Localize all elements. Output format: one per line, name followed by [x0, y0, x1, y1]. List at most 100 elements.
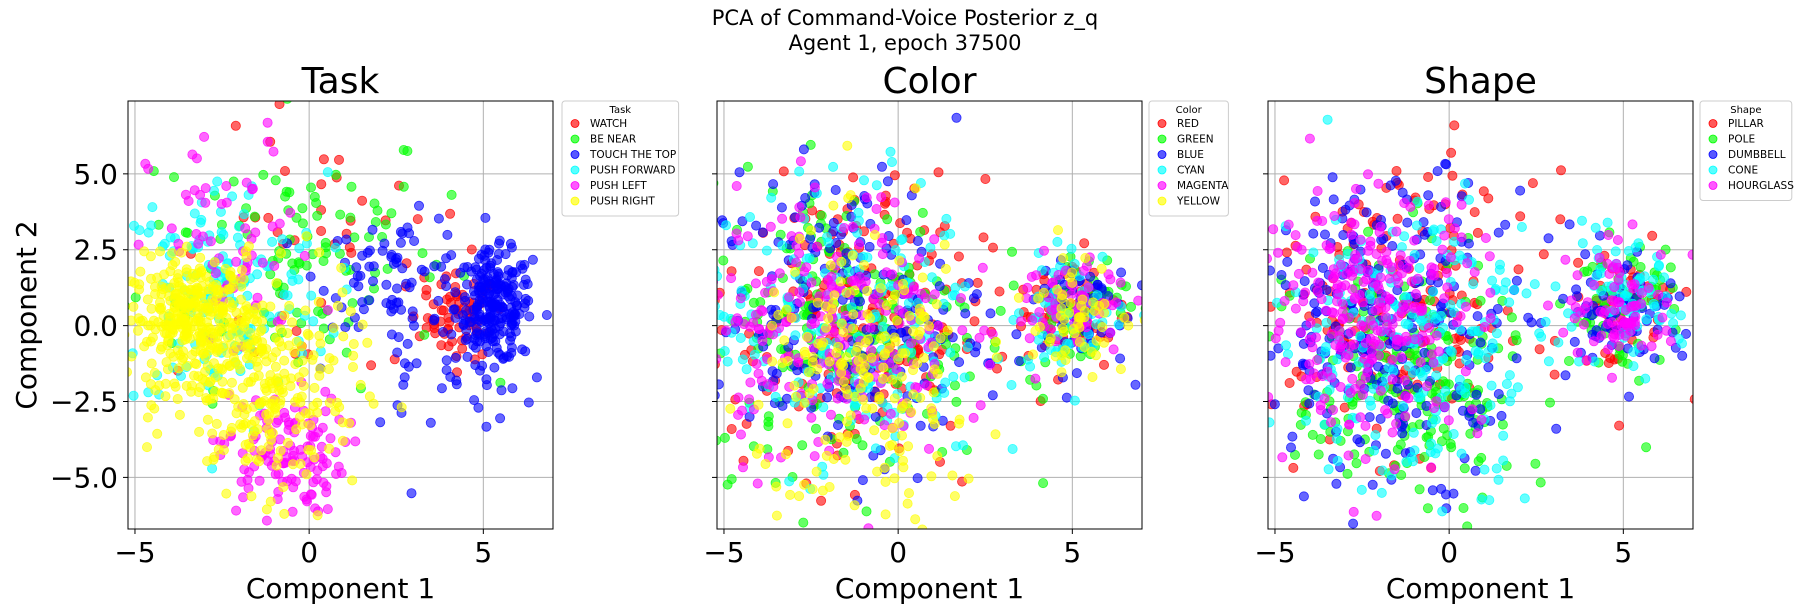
data-point	[271, 277, 282, 288]
data-point	[1417, 330, 1428, 341]
data-point	[1300, 287, 1311, 298]
data-point	[721, 220, 732, 231]
data-point	[1328, 264, 1339, 275]
data-point	[968, 412, 979, 423]
data-point	[1630, 311, 1641, 322]
data-point	[1641, 314, 1652, 325]
data-point	[1097, 322, 1108, 333]
data-point	[337, 435, 348, 446]
data-point	[1566, 321, 1577, 332]
data-point	[1256, 251, 1265, 260]
data-point	[155, 344, 166, 355]
data-point	[181, 241, 192, 252]
data-point	[602, 342, 611, 351]
data-point	[1332, 455, 1343, 466]
data-point	[1609, 329, 1620, 340]
data-point	[425, 417, 436, 428]
data-point	[747, 238, 758, 249]
legend-entry: PUSH LEFT	[590, 180, 647, 192]
data-point	[1540, 316, 1551, 327]
data-point	[1620, 330, 1631, 341]
data-point	[969, 316, 980, 327]
data-point	[808, 383, 819, 394]
data-point	[1242, 313, 1251, 322]
data-point	[918, 311, 929, 322]
data-point	[1078, 265, 1089, 276]
data-point	[1249, 291, 1258, 300]
data-point	[287, 506, 298, 517]
figure-title-line2: Agent 1, epoch 37500	[789, 31, 1022, 55]
data-point	[406, 488, 417, 499]
data-point	[1327, 172, 1338, 183]
data-point	[798, 517, 809, 528]
legend-title: Color	[1176, 105, 1203, 116]
data-point	[1641, 442, 1652, 453]
data-point	[1113, 319, 1124, 330]
data-point	[1343, 450, 1354, 461]
data-point	[761, 245, 772, 256]
data-point	[896, 235, 907, 246]
data-point	[968, 293, 979, 304]
data-point	[1277, 452, 1288, 463]
data-point	[718, 255, 729, 266]
series-touch-the-top	[281, 200, 611, 499]
data-point	[737, 354, 748, 365]
data-point	[252, 335, 263, 346]
data-point	[1369, 445, 1380, 456]
data-point	[1083, 282, 1094, 293]
data-point	[789, 380, 800, 391]
data-point	[455, 267, 466, 278]
data-point	[469, 395, 480, 406]
data-point	[1629, 300, 1640, 311]
data-point	[1343, 350, 1354, 361]
data-point	[146, 303, 157, 314]
data-point	[241, 177, 252, 188]
data-point	[812, 241, 823, 252]
data-point	[1491, 463, 1502, 474]
data-point	[823, 313, 834, 324]
data-point	[1426, 462, 1437, 473]
data-point	[1569, 313, 1580, 324]
data-point	[817, 485, 828, 496]
data-point	[466, 244, 477, 255]
data-point	[517, 263, 528, 274]
data-point	[1419, 229, 1430, 240]
y-tick-label: 2.5	[73, 234, 118, 267]
data-point	[1677, 350, 1688, 361]
data-point	[1460, 366, 1471, 377]
data-point	[742, 231, 753, 242]
data-point	[771, 481, 782, 492]
data-point	[1504, 297, 1515, 308]
data-point	[221, 312, 232, 323]
data-point	[903, 441, 914, 452]
data-point	[1282, 256, 1293, 267]
series-push-right	[128, 231, 407, 521]
data-point	[1312, 355, 1323, 366]
data-point	[926, 471, 937, 482]
legend-marker	[1157, 119, 1167, 128]
data-point	[224, 284, 235, 295]
data-point	[1480, 232, 1491, 243]
data-point	[1241, 314, 1250, 323]
data-point	[1381, 246, 1392, 257]
data-point	[1313, 277, 1324, 288]
data-point	[1250, 251, 1259, 260]
data-point	[375, 417, 386, 428]
data-point	[231, 505, 242, 516]
data-point	[1115, 364, 1126, 375]
data-point	[889, 393, 900, 404]
data-point	[1034, 307, 1045, 318]
data-point	[222, 358, 233, 369]
data-point	[1298, 491, 1309, 502]
data-point	[1111, 297, 1122, 308]
data-point	[887, 269, 898, 280]
data-point	[1280, 357, 1291, 368]
data-point	[1588, 336, 1599, 347]
data-point	[145, 379, 156, 390]
data-point	[1643, 282, 1654, 293]
data-point	[1403, 319, 1414, 330]
data-point	[257, 257, 268, 268]
data-point	[152, 428, 163, 439]
data-point	[1039, 352, 1050, 363]
data-point	[828, 327, 839, 338]
